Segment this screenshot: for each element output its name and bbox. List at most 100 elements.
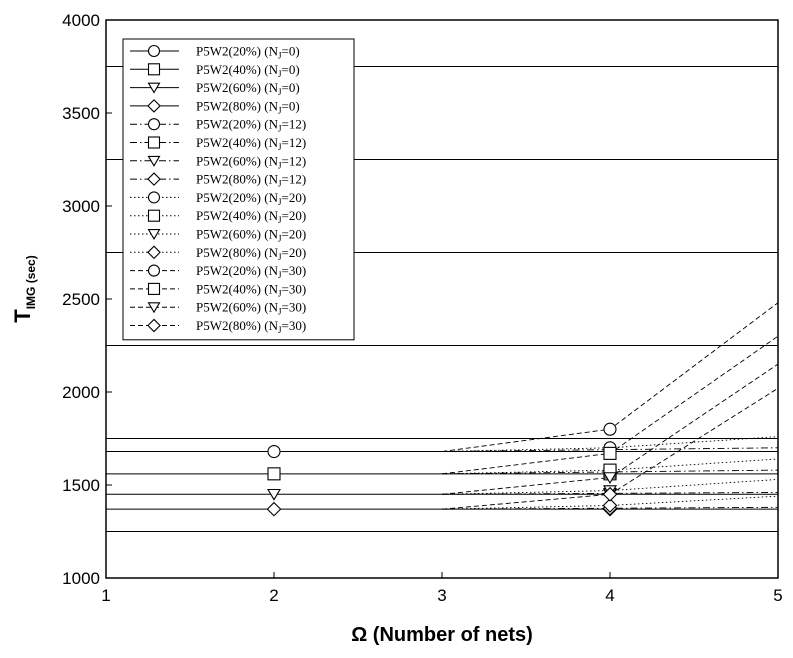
x-tick-label: 2 [269, 586, 278, 605]
legend-label-main: P5W2(40%) (N [196, 135, 279, 150]
legend-marker [147, 191, 161, 204]
data-point [603, 422, 617, 436]
legend-label-main: P5W2(40%) (N [196, 208, 279, 223]
y-axis-title: TIMG (sec) [10, 255, 38, 322]
legend-marker [147, 82, 161, 94]
legend-label-sub: J [278, 160, 282, 170]
legend-label-sub: J [278, 87, 282, 97]
legend-label-tail: =12) [281, 117, 306, 132]
legend-label-main: P5W2(80%) (N [196, 98, 279, 113]
data-point [602, 486, 618, 502]
legend-marker [147, 245, 161, 260]
legend-marker [147, 318, 161, 333]
legend-marker [147, 63, 161, 76]
data-point [602, 498, 618, 513]
legend-marker [147, 282, 161, 295]
series-layer [106, 302, 779, 517]
legend-marker [147, 229, 161, 241]
series-line [441, 469, 779, 475]
legend-label-tail: =20) [281, 245, 306, 260]
legend-label-main: P5W2(20%) (N [196, 263, 279, 278]
legend-marker [147, 209, 161, 222]
legend-label: P5W2(20%) (NJ=12) [196, 117, 306, 134]
legend-label-sub: J [278, 234, 282, 244]
legend-label-sub: J [278, 270, 282, 280]
data-point [267, 444, 281, 459]
legend-marker [147, 172, 161, 186]
data-point [267, 467, 281, 481]
legend-label: P5W2(80%) (NJ=0) [196, 98, 300, 115]
legend-marker [147, 302, 161, 314]
legend-label: P5W2(20%) (NJ=20) [196, 190, 306, 207]
legend-label: P5W2(80%) (NJ=12) [196, 172, 306, 189]
legend-label-sub: J [278, 124, 282, 134]
legend-label: P5W2(40%) (NJ=30) [196, 281, 306, 298]
legend-label-main: P5W2(60%) (N [196, 80, 279, 95]
legend-label-sub: J [278, 142, 282, 152]
legend-label-main: P5W2(80%) (N [196, 245, 279, 260]
y-tick-label: 1000 [62, 569, 100, 588]
legend-label-sub: J [278, 288, 282, 298]
legend-label-tail: =0) [281, 62, 299, 77]
legend-label-tail: =12) [281, 172, 306, 187]
x-tick-label: 3 [437, 586, 446, 605]
legend-marker [147, 155, 161, 167]
legend-label-sub: J [278, 197, 282, 207]
legend-label-tail: =0) [281, 44, 299, 59]
legend-marker [147, 99, 161, 113]
y-tick-label: 4000 [62, 11, 100, 30]
x-axis: 1 2 3 4 5 [101, 572, 783, 605]
legend-box [122, 38, 355, 341]
legend-label-main: P5W2(60%) (N [196, 153, 279, 168]
y-tick-label: 2000 [62, 383, 100, 402]
legend-label-tail: =0) [281, 80, 299, 95]
legend-label-sub: J [278, 252, 282, 262]
legend-label: P5W2(60%) (NJ=20) [196, 227, 306, 244]
legend-marker [147, 136, 161, 149]
y-axis: 1000 1500 2000 2500 3000 3500 4000 [62, 11, 112, 588]
legend-label: P5W2(60%) (NJ=30) [196, 300, 306, 317]
legend-label-sub: J [278, 179, 282, 189]
legend-marker [147, 44, 161, 58]
legend-label-tail: =30) [281, 300, 306, 315]
legend-label-main: P5W2(60%) (N [196, 227, 279, 242]
series-line [441, 506, 779, 510]
legend-label: P5W2(40%) (NJ=20) [196, 208, 306, 225]
y-tick-label: 1500 [62, 476, 100, 495]
legend-label-main: P5W2(20%) (N [196, 44, 279, 59]
legend-label-tail: =20) [281, 190, 306, 205]
legend-label-tail: =12) [281, 135, 306, 150]
data-point [603, 446, 617, 460]
y-axis-title-main: T [10, 309, 35, 323]
x-axis-title: Ω (Number of nets) [351, 624, 533, 646]
legend-label-main: P5W2(80%) (N [196, 318, 279, 333]
legend-label-sub: J [278, 105, 282, 115]
legend-label: P5W2(80%) (NJ=30) [196, 318, 306, 335]
data-point [267, 488, 281, 501]
legend-label-sub: J [278, 69, 282, 79]
legend-label: P5W2(20%) (NJ=30) [196, 263, 306, 280]
legend-label-main: P5W2(20%) (N [196, 117, 279, 132]
legend-label-main: P5W2(40%) (N [196, 62, 279, 77]
legend-label: P5W2(40%) (NJ=0) [196, 62, 300, 79]
legend-label-tail: =30) [281, 281, 306, 296]
legend-label-tail: =0) [281, 98, 299, 113]
legend-marker [147, 118, 161, 131]
legend-label-main: P5W2(60%) (N [196, 300, 279, 315]
series-line [441, 491, 779, 495]
x-tick-label: 4 [605, 586, 614, 605]
y-axis-title-sub: IMG (sec) [24, 255, 38, 309]
legend-label-main: P5W2(80%) (N [196, 172, 279, 187]
legend-label-tail: =30) [281, 263, 306, 278]
legend-label-sub: J [278, 215, 282, 225]
legend-label-main: P5W2(20%) (N [196, 190, 279, 205]
legend-label-sub: J [278, 307, 282, 317]
series-line [441, 447, 779, 452]
legend-label-sub: J [278, 51, 282, 61]
y-tick-label: 3500 [62, 104, 100, 123]
y-tick-label: 2500 [62, 290, 100, 309]
data-point [603, 472, 617, 485]
legend-label: P5W2(40%) (NJ=12) [196, 135, 306, 152]
